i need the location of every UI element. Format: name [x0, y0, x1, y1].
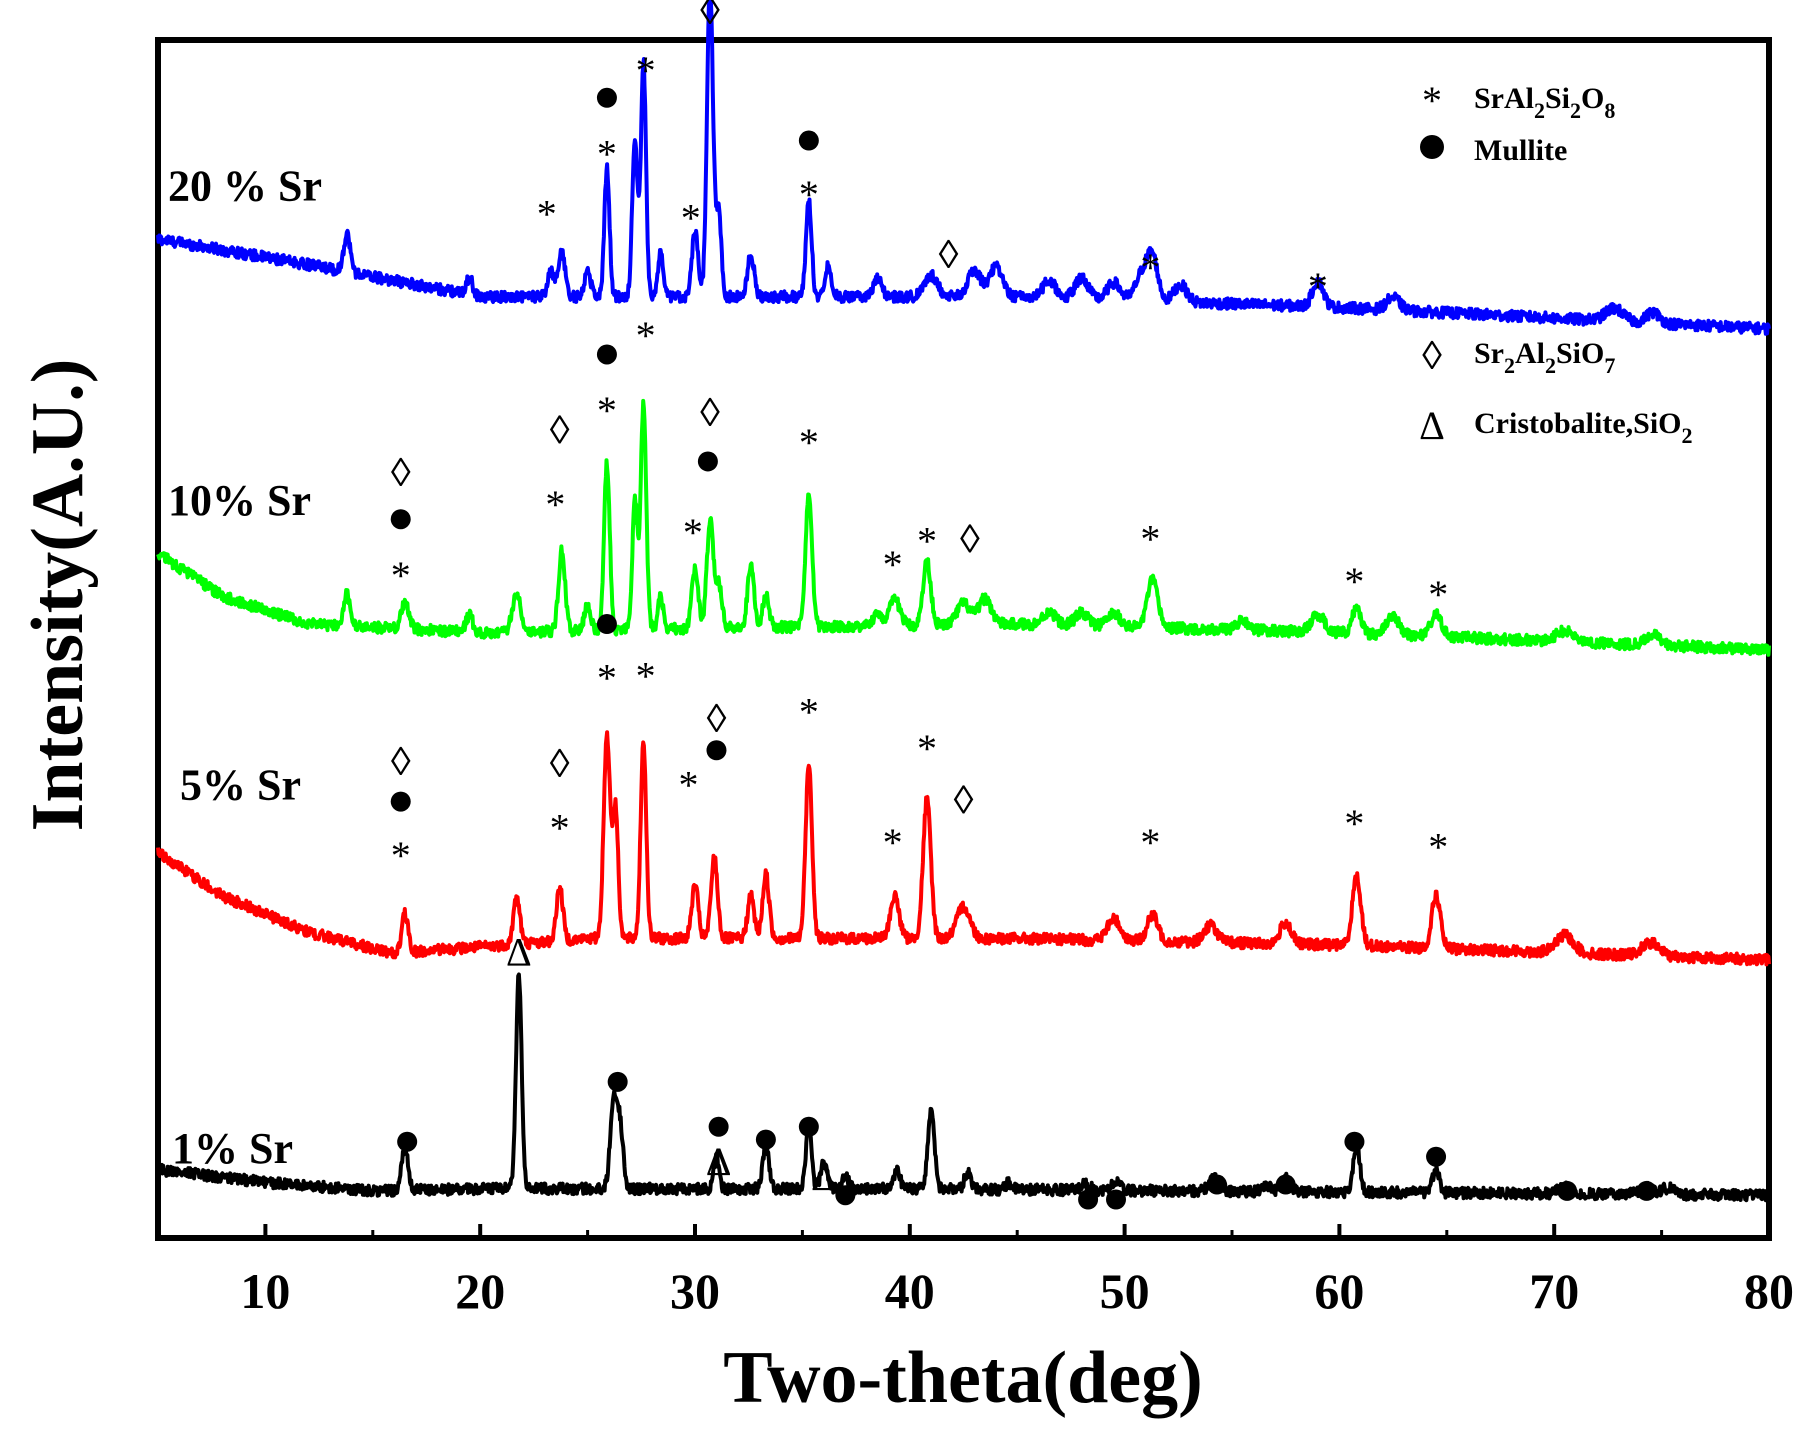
cristobalite-marker: Δ: [706, 1139, 732, 1184]
mullite-marker: [596, 87, 617, 108]
mullite-marker: [835, 1185, 856, 1206]
x-ticks: 10 20 30 40 50 60 70 80: [240, 1224, 1794, 1319]
legend-label: Sr2Al2SiO7: [1474, 337, 1615, 378]
mullite-marker: [798, 1116, 819, 1137]
sral2si2o8-marker: *: [681, 196, 701, 241]
mullite-marker: [596, 344, 617, 365]
sr2al2sio7-marker: ◊: [391, 450, 411, 495]
legend-symbol: ◊: [1422, 333, 1442, 378]
mullite-marker: [708, 1116, 729, 1137]
sral2si2o8-marker: *: [537, 191, 557, 236]
sral2si2o8-marker: *: [636, 48, 656, 93]
series-label: 5% Sr: [180, 760, 301, 809]
mullite-marker: [1636, 1180, 1657, 1201]
series-label: 1% Sr: [172, 1124, 293, 1173]
series-labels: 20 % Sr 10% Sr 5% Sr 1% Sr: [168, 161, 322, 1173]
sral2si2o8-marker: *: [597, 131, 617, 176]
sral2si2o8-marker: *: [636, 653, 656, 698]
mullite-marker: [1078, 1189, 1099, 1210]
plot-frame: [155, 37, 1772, 1241]
series-line-3: [156, 972, 1771, 1203]
sr2al2sio7-marker: ◊: [954, 777, 974, 822]
mullite-marker: [1106, 1189, 1127, 1210]
peak-annotations: ****◊*◊ * *◊*◊****◊*** ◊ ** *◊*◊** **◊ ***◊* **Δ…: [390, 0, 1657, 1210]
sral2si2o8-marker: *: [883, 542, 903, 587]
cristobalite-marker: Δ: [506, 929, 532, 974]
series-line-2: [156, 730, 1771, 967]
series-layer: [156, 0, 1771, 1203]
x-tick-label: 80: [1744, 1263, 1794, 1319]
sral2si2o8-marker: *: [1140, 245, 1160, 290]
sral2si2o8-marker: *: [545, 482, 565, 527]
mullite-marker: [390, 509, 411, 530]
mullite-marker: [697, 451, 718, 472]
sral2si2o8-marker: *: [597, 388, 617, 433]
mullite-marker: [607, 1071, 628, 1092]
sral2si2o8-marker: *: [683, 510, 703, 555]
series-line-0: [156, 0, 1771, 336]
mullite-marker: [1206, 1174, 1227, 1195]
legend-mullite-icon: [1420, 135, 1444, 159]
sral2si2o8-marker: *: [799, 420, 819, 465]
legend-label: Cristobalite,SiO2: [1474, 407, 1693, 448]
sral2si2o8-marker: *: [1344, 559, 1364, 604]
mullite-marker: [397, 1131, 418, 1152]
series-label: 10% Sr: [168, 476, 311, 525]
sral2si2o8-marker: *: [883, 820, 903, 865]
x-tick-label: 30: [670, 1263, 720, 1319]
mullite-marker: [755, 1129, 776, 1150]
series-line-1: [156, 398, 1771, 657]
legend-symbol: *: [1422, 78, 1442, 123]
sral2si2o8-marker: *: [1428, 572, 1448, 617]
legend-label: Mullite: [1474, 134, 1567, 167]
y-axis-title: Intensity(A.U.): [17, 359, 99, 832]
legend: * SrAl2Si2O8 Mullite ◊ Sr2Al2SiO7 Δ Cristobali…: [1419, 78, 1692, 448]
x-tick-label: 70: [1529, 1263, 1579, 1319]
sr2al2sio7-marker: ◊: [939, 232, 959, 277]
sral2si2o8-marker: *: [1308, 264, 1328, 309]
sr2al2sio7-marker: ◊: [550, 741, 570, 786]
cristobalite-marker: Δ: [811, 1154, 837, 1199]
sral2si2o8-marker: *: [679, 762, 699, 807]
sr2al2sio7-marker: ◊: [700, 0, 720, 33]
sral2si2o8-marker: *: [1428, 825, 1448, 870]
sr2al2sio7-marker: ◊: [700, 390, 720, 435]
sr2al2sio7-marker: ◊: [707, 696, 727, 741]
x-tick-label: 60: [1314, 1263, 1364, 1319]
sral2si2o8-marker: *: [1344, 801, 1364, 846]
sral2si2o8-marker: *: [636, 313, 656, 358]
x-tick-label: 10: [240, 1263, 290, 1319]
sral2si2o8-marker: *: [1140, 820, 1160, 865]
mullite-marker: [1426, 1146, 1447, 1167]
x-axis-title: Two-theta(deg): [723, 1337, 1203, 1419]
sral2si2o8-marker: *: [391, 553, 411, 598]
x-tick-label: 50: [1100, 1263, 1150, 1319]
mullite-marker: [1557, 1180, 1578, 1201]
sral2si2o8-marker: *: [917, 519, 937, 564]
mullite-marker: [390, 791, 411, 812]
series-label: 20 % Sr: [168, 161, 322, 210]
sral2si2o8-marker: *: [391, 833, 411, 878]
mullite-marker: [596, 614, 617, 635]
sral2si2o8-marker: *: [597, 656, 617, 701]
sral2si2o8-marker: *: [1140, 516, 1160, 561]
sr2al2sio7-marker: ◊: [550, 407, 570, 452]
sr2al2sio7-marker: ◊: [391, 739, 411, 784]
x-tick-label: 20: [455, 1263, 505, 1319]
sral2si2o8-marker: *: [799, 690, 819, 735]
mullite-marker: [706, 740, 727, 761]
x-tick-label: 40: [885, 1263, 935, 1319]
sr2al2sio7-marker: ◊: [960, 516, 980, 561]
sral2si2o8-marker: *: [799, 172, 819, 217]
mullite-marker: [1344, 1131, 1365, 1152]
mullite-marker: [1275, 1174, 1296, 1195]
legend-symbol: Δ: [1419, 403, 1445, 448]
sral2si2o8-marker: *: [550, 805, 570, 850]
legend-label: SrAl2Si2O8: [1474, 82, 1615, 123]
mullite-marker: [798, 130, 819, 151]
sral2si2o8-marker: *: [917, 726, 937, 771]
